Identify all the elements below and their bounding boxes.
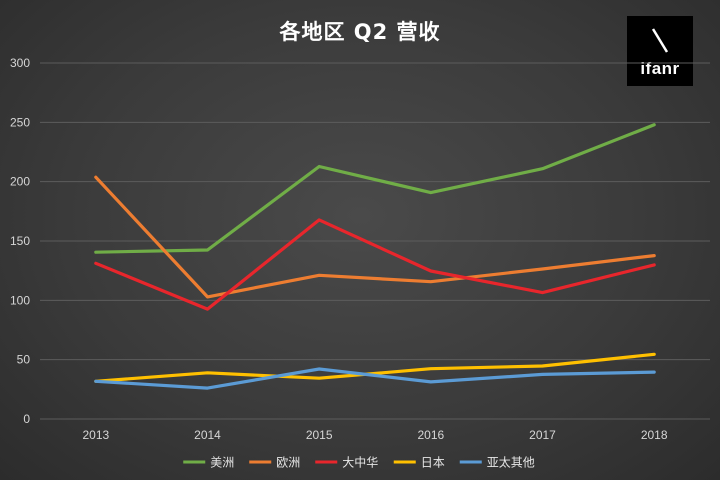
x-tick-label: 2018 [641,428,668,442]
y-tick-label: 200 [10,175,30,189]
legend-label: 欧洲 [276,456,300,470]
logo-text: ifanr [640,59,680,78]
legend-label: 美洲 [210,456,234,470]
y-tick-label: 100 [10,293,30,307]
y-tick-label: 300 [10,56,30,70]
chart-title: 各地区 Q2 营收 [279,20,441,44]
x-tick-label: 2013 [82,428,109,442]
y-tick-label: 50 [17,353,31,367]
logo-slash-icon [651,28,669,53]
x-tick-label: 2014 [194,428,221,442]
series-line [94,218,656,311]
x-tick-label: 2015 [306,428,333,442]
series-line [94,352,656,383]
y-tick-label: 150 [10,234,30,248]
legend-label: 日本 [421,456,445,470]
series-line [94,123,656,254]
legend-label: 亚太其他 [487,455,535,470]
ifanr-logo: ifanr [627,16,693,86]
x-tick-label: 2016 [417,428,444,442]
x-tick-label: 2017 [529,428,556,442]
y-tick-label: 0 [23,412,30,426]
series-line [94,175,656,299]
y-tick-label: 250 [10,115,30,129]
series-line [94,367,656,390]
legend-label: 大中华 [342,455,378,470]
